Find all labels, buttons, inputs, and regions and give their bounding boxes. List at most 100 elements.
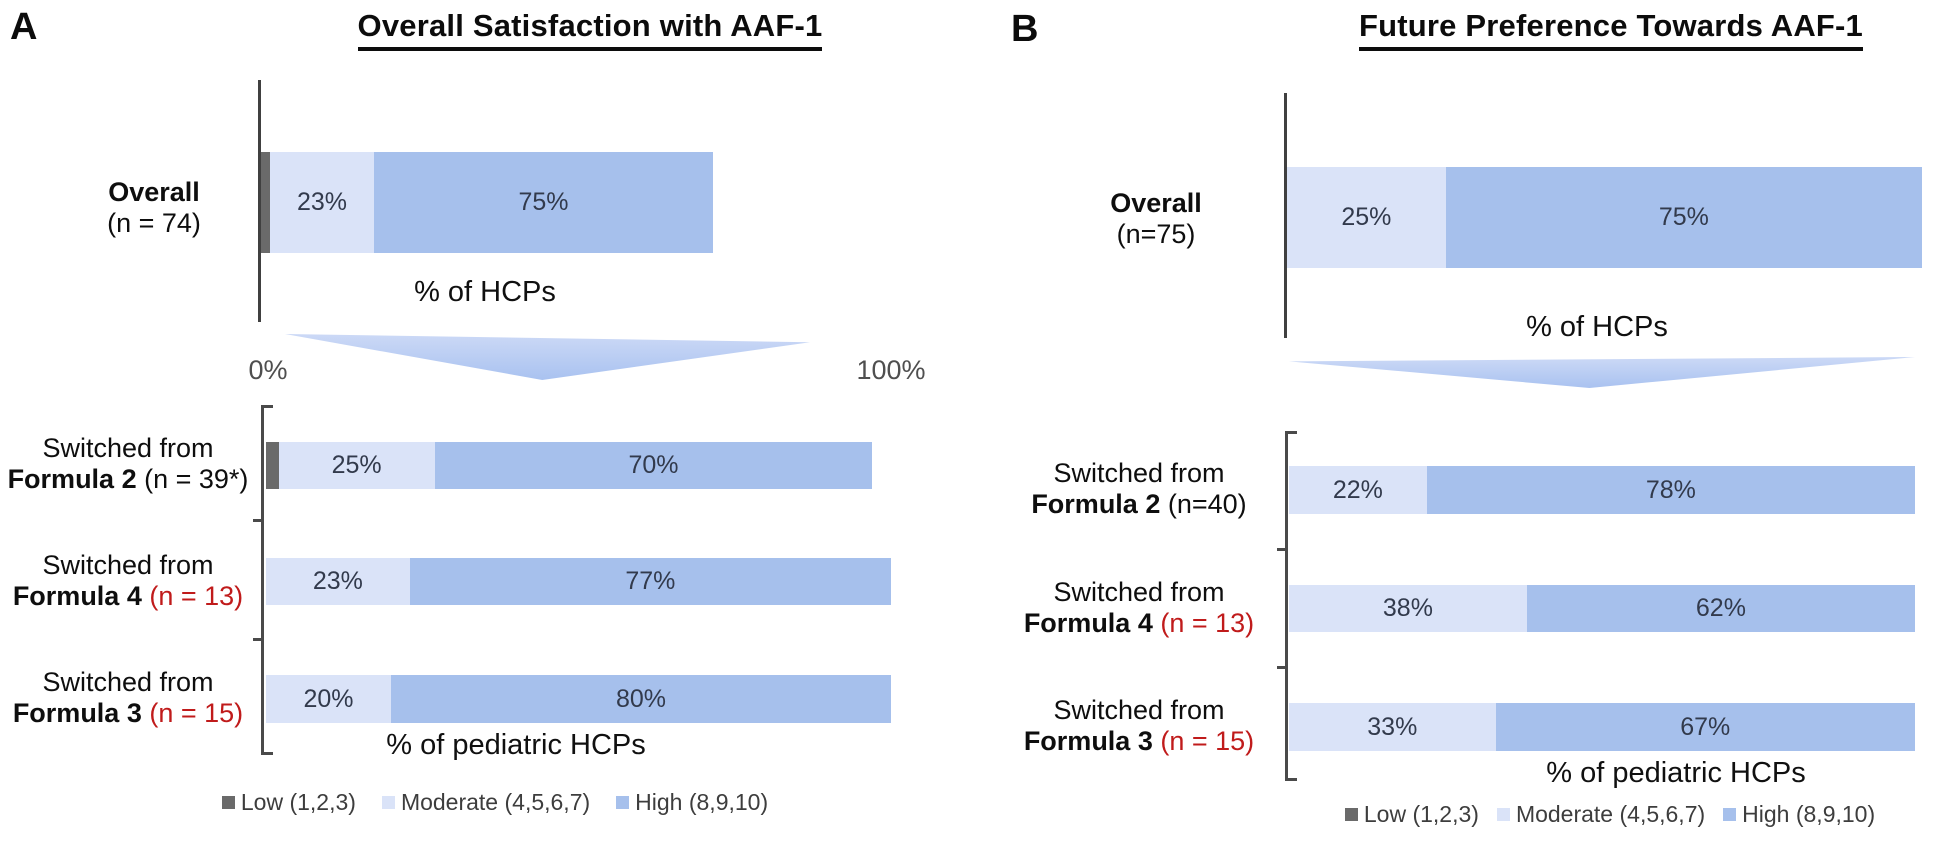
segment-value-label: 70% xyxy=(628,451,679,479)
legend-label-high: High (8,9,10) xyxy=(1742,801,1876,827)
panel-b-overall-label: Overall (n=75) xyxy=(1058,188,1254,250)
panel-a-funnel-triangle xyxy=(285,334,810,380)
panel-b-title: Future Preference Towards AAF-1 xyxy=(1358,8,1864,51)
legend-swatch-moderate-icon xyxy=(381,796,395,809)
legend-swatch-high-icon xyxy=(1723,808,1737,821)
bar-segment-moderate: 20% xyxy=(266,675,391,723)
legend-swatch-high-icon xyxy=(616,796,630,809)
row-label-n: (n = 15) xyxy=(1160,726,1255,756)
row-label-n: (n = 15) xyxy=(149,698,244,728)
panel-b-bracket-line xyxy=(1285,431,1288,781)
panel-a-bracket-line xyxy=(261,405,264,755)
panel-a-title-wrap: Overall Satisfaction with AAF-1 xyxy=(240,8,940,51)
overall-label-line1: Overall xyxy=(108,177,200,207)
panel-b-bar-formula-2: 22% 78% xyxy=(1289,466,1915,514)
segment-value-label: 78% xyxy=(1645,475,1696,504)
bar-segment-high: 75% xyxy=(373,152,713,253)
row-label-line1: Switched from xyxy=(1053,458,1225,488)
panel-a-bracket-tick-2 xyxy=(253,638,262,641)
row-label-line1: Switched from xyxy=(42,433,214,463)
legend-item-high: High (8,9,10) xyxy=(1723,801,1875,828)
segment-value-label: 25% xyxy=(331,451,382,479)
bar-segment-low xyxy=(261,152,271,253)
bar-segment-high: 77% xyxy=(409,558,891,605)
panel-b-title-wrap: Future Preference Towards AAF-1 xyxy=(1275,8,1947,51)
panel-a-axis-min-label: 0% xyxy=(248,355,288,385)
panel-a-top-axis-line xyxy=(258,80,261,322)
panel-a-title: Overall Satisfaction with AAF-1 xyxy=(357,8,823,51)
panel-a-xlabel-bottom: % of pediatric HCPs xyxy=(386,729,646,761)
row-label-line1: Switched from xyxy=(1053,577,1225,607)
segment-value-label: 62% xyxy=(1695,594,1746,622)
panel-b-row-label-formula-3: Switched from Formula 3 (n = 15) xyxy=(1010,695,1268,757)
panel-b-legend: Low (1,2,3) Moderate (4,5,6,7) High (8,9… xyxy=(1290,801,1930,828)
bar-segment-moderate: 22% xyxy=(1289,466,1427,514)
legend-swatch-moderate-icon xyxy=(1496,808,1510,821)
segment-value-label: 38% xyxy=(1382,594,1433,622)
panel-b-top-axis-line xyxy=(1284,93,1287,338)
panel-b-bracket-bottom-cap xyxy=(1285,778,1297,781)
segment-value-label: 75% xyxy=(518,188,569,216)
row-label-formula: Formula 3 xyxy=(1023,726,1153,756)
legend-label-moderate: Moderate (4,5,6,7) xyxy=(1515,801,1706,827)
segment-value-label: 23% xyxy=(312,567,363,595)
panel-a-bracket-tick-1 xyxy=(253,519,262,522)
panel-b-xlabel-bottom: % of pediatric HCPs xyxy=(1546,757,1806,789)
bar-segment-high: 67% xyxy=(1495,703,1915,751)
panel-a-legend: Low (1,2,3) Moderate (4,5,6,7) High (8,9… xyxy=(215,789,775,816)
row-label-line1: Switched from xyxy=(42,667,214,697)
row-label-formula: Formula 4 xyxy=(1023,608,1153,638)
legend-label-moderate: Moderate (4,5,6,7) xyxy=(400,789,591,815)
segment-value-label: 75% xyxy=(1658,203,1709,231)
row-label-line1: Switched from xyxy=(1053,695,1225,725)
row-label-line1: Switched from xyxy=(42,550,214,580)
segment-value-label: 67% xyxy=(1680,712,1731,741)
bar-segment-high: 75% xyxy=(1445,167,1922,268)
segment-value-label: 80% xyxy=(615,684,667,713)
legend-swatch-low-icon xyxy=(1344,808,1358,821)
bar-segment-moderate: 25% xyxy=(1287,167,1446,268)
bar-segment-low xyxy=(266,442,279,489)
bar-segment-high: 62% xyxy=(1526,585,1915,632)
segment-value-label: 25% xyxy=(1341,203,1392,231)
segment-value-label: 22% xyxy=(1332,475,1383,504)
row-label-n: (n = 13) xyxy=(1160,608,1255,638)
bar-segment-moderate: 38% xyxy=(1289,585,1527,632)
panel-b-row-label-formula-4: Switched from Formula 4 (n = 13) xyxy=(1010,577,1268,639)
panel-a-row-label-formula-4: Switched from Formula 4 (n = 13) xyxy=(0,550,256,612)
row-label-n: (n = 39*) xyxy=(144,464,249,494)
row-label-formula: Formula 2 xyxy=(7,464,137,494)
panel-a-bracket-top-cap xyxy=(261,405,273,408)
bar-segment-high: 80% xyxy=(391,675,891,723)
panel-b-letter: B xyxy=(1011,8,1039,50)
panel-a-row-label-formula-2: Switched from Formula 2 (n = 39*) xyxy=(0,433,256,495)
segment-value-label: 23% xyxy=(296,188,348,216)
row-label-formula: Formula 2 xyxy=(1031,489,1161,519)
bar-segment-high: 78% xyxy=(1426,466,1915,514)
legend-item-moderate: Moderate (4,5,6,7) xyxy=(381,789,591,816)
row-label-n: (n=40) xyxy=(1167,489,1247,519)
overall-label-line1: Overall xyxy=(1110,188,1202,218)
legend-item-moderate: Moderate (4,5,6,7) xyxy=(1496,801,1706,828)
overall-label-line2: (n=75) xyxy=(1116,219,1196,249)
bar-segment-moderate: 23% xyxy=(270,152,374,253)
row-label-formula: Formula 4 xyxy=(12,581,142,611)
panel-b-bracket-tick-1 xyxy=(1277,548,1286,551)
overall-label-line2: (n = 74) xyxy=(107,208,201,238)
panel-a-row-label-formula-3: Switched from Formula 3 (n = 15) xyxy=(0,667,256,729)
row-label-n: (n = 13) xyxy=(149,581,244,611)
panel-a-xlabel-top: % of HCPs xyxy=(414,276,556,308)
panel-b-xlabel-top: % of HCPs xyxy=(1526,311,1668,343)
panel-a-axis-max-label: 100% xyxy=(856,355,926,385)
legend-item-high: High (8,9,10) xyxy=(616,789,768,816)
legend-label-high: High (8,9,10) xyxy=(635,789,769,815)
panel-a-overall-bar: 23% 75% xyxy=(261,152,713,253)
segment-value-label: 77% xyxy=(625,567,676,595)
panel-b-bar-formula-3: 33% 67% xyxy=(1289,703,1915,751)
panel-b-bar-formula-4: 38% 62% xyxy=(1289,585,1915,632)
panel-b-row-label-formula-2: Switched from Formula 2 (n=40) xyxy=(1010,458,1268,520)
panel-a-overall-label: Overall (n = 74) xyxy=(55,177,253,239)
segment-value-label: 20% xyxy=(303,684,354,713)
bar-segment-moderate: 33% xyxy=(1289,703,1496,751)
